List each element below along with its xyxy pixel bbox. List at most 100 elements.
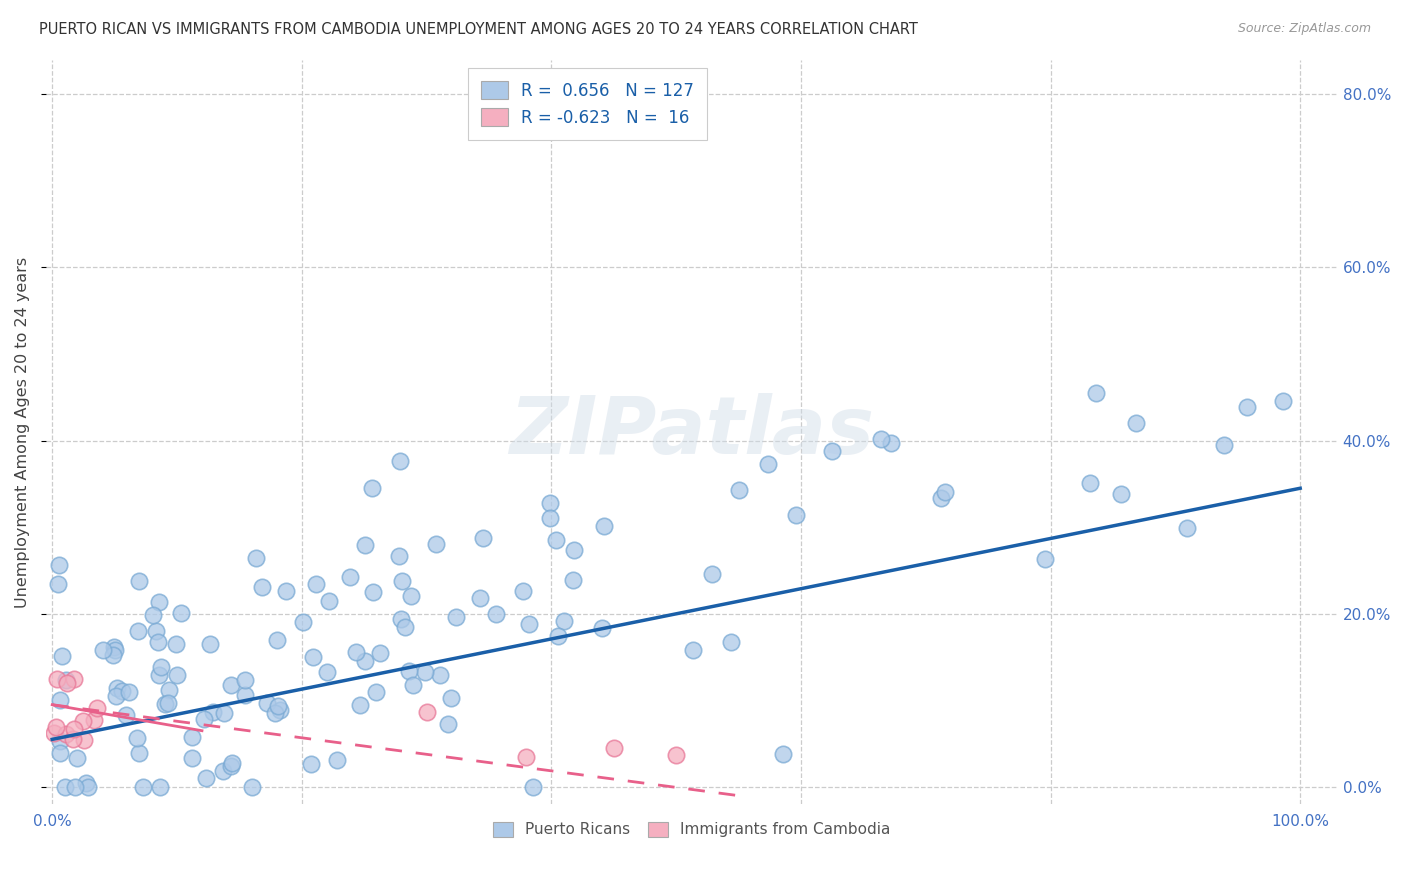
Point xyxy=(62,731,84,746)
Point xyxy=(202,705,225,719)
Point xyxy=(593,519,616,533)
Point xyxy=(157,683,180,698)
Point xyxy=(198,637,221,651)
Point xyxy=(436,717,458,731)
Point xyxy=(149,780,172,794)
Point xyxy=(415,706,437,720)
Point xyxy=(522,780,544,794)
Point xyxy=(389,612,412,626)
Point xyxy=(44,725,66,739)
Point xyxy=(444,610,467,624)
Point xyxy=(49,746,72,760)
Text: ZIPatlas: ZIPatlas xyxy=(509,393,875,471)
Point xyxy=(301,650,323,665)
Point xyxy=(425,537,447,551)
Point xyxy=(339,570,361,584)
Point xyxy=(235,673,257,688)
Text: Source: ZipAtlas.com: Source: ZipAtlas.com xyxy=(1237,22,1371,36)
Point xyxy=(117,685,139,699)
Point xyxy=(934,484,956,499)
Point xyxy=(561,573,583,587)
Point xyxy=(772,747,794,761)
Point xyxy=(292,615,315,630)
Point xyxy=(391,574,413,588)
Point xyxy=(361,584,384,599)
Point xyxy=(720,634,742,648)
Point xyxy=(316,665,339,680)
Point xyxy=(77,780,100,794)
Point xyxy=(73,733,96,747)
Point xyxy=(153,697,176,711)
Point xyxy=(104,690,127,704)
Point xyxy=(266,699,288,714)
Point xyxy=(103,640,125,654)
Point xyxy=(219,678,242,692)
Point xyxy=(125,731,148,745)
Point xyxy=(349,698,371,712)
Point xyxy=(148,595,170,609)
Point xyxy=(485,607,508,621)
Point xyxy=(413,665,436,680)
Point xyxy=(517,616,540,631)
Point xyxy=(368,646,391,660)
Point xyxy=(49,734,72,748)
Point xyxy=(1177,520,1199,534)
Point xyxy=(398,664,420,678)
Point xyxy=(114,707,136,722)
Point xyxy=(46,576,69,591)
Point xyxy=(553,615,575,629)
Y-axis label: Unemployment Among Ages 20 to 24 years: Unemployment Among Ages 20 to 24 years xyxy=(15,256,30,607)
Point xyxy=(1125,417,1147,431)
Point xyxy=(221,756,243,771)
Point xyxy=(56,676,79,690)
Point xyxy=(250,580,273,594)
Point xyxy=(86,701,108,715)
Point xyxy=(156,696,179,710)
Point xyxy=(263,706,285,720)
Point xyxy=(869,433,891,447)
Point xyxy=(682,642,704,657)
Point xyxy=(127,624,149,638)
Point xyxy=(245,550,267,565)
Point xyxy=(274,583,297,598)
Point xyxy=(544,533,567,547)
Point xyxy=(66,750,89,764)
Point xyxy=(299,757,322,772)
Point xyxy=(389,454,412,468)
Point xyxy=(149,659,172,673)
Point xyxy=(1033,552,1056,566)
Legend: Puerto Ricans, Immigrants from Cambodia: Puerto Ricans, Immigrants from Cambodia xyxy=(485,814,898,845)
Point xyxy=(266,632,288,647)
Point xyxy=(538,510,561,524)
Point xyxy=(142,607,165,622)
Point xyxy=(63,722,86,736)
Point xyxy=(72,714,94,728)
Point xyxy=(360,481,382,495)
Point xyxy=(929,491,952,505)
Point xyxy=(166,667,188,681)
Point xyxy=(603,741,626,756)
Point xyxy=(471,532,494,546)
Point xyxy=(45,720,67,734)
Point xyxy=(256,696,278,710)
Point xyxy=(48,558,70,573)
Point xyxy=(1109,487,1132,501)
Point xyxy=(53,780,76,794)
Point xyxy=(515,749,537,764)
Text: PUERTO RICAN VS IMMIGRANTS FROM CAMBODIA UNEMPLOYMENT AMONG AGES 20 TO 24 YEARS : PUERTO RICAN VS IMMIGRANTS FROM CAMBODIA… xyxy=(39,22,918,37)
Point xyxy=(547,629,569,643)
Point xyxy=(591,621,613,635)
Point xyxy=(75,775,97,789)
Point xyxy=(354,654,377,668)
Point xyxy=(366,685,388,699)
Point xyxy=(104,643,127,657)
Point xyxy=(702,567,724,582)
Point xyxy=(538,496,561,510)
Point xyxy=(180,750,202,764)
Point xyxy=(240,780,263,794)
Point xyxy=(148,667,170,681)
Point xyxy=(318,594,340,608)
Point xyxy=(65,780,87,794)
Point xyxy=(269,703,291,717)
Point xyxy=(145,624,167,638)
